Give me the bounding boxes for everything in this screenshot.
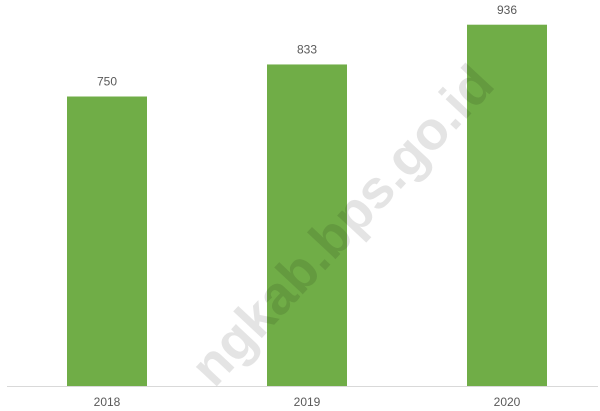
data-label: 936: [497, 3, 517, 17]
bar: [267, 64, 347, 386]
x-tick-label: 2018: [94, 395, 121, 409]
data-label: 833: [297, 43, 317, 57]
bar: [67, 96, 147, 386]
data-label: 750: [97, 75, 117, 89]
x-tick-label: 2019: [294, 395, 321, 409]
x-tick-label: 2020: [494, 395, 521, 409]
bar: [467, 24, 547, 386]
